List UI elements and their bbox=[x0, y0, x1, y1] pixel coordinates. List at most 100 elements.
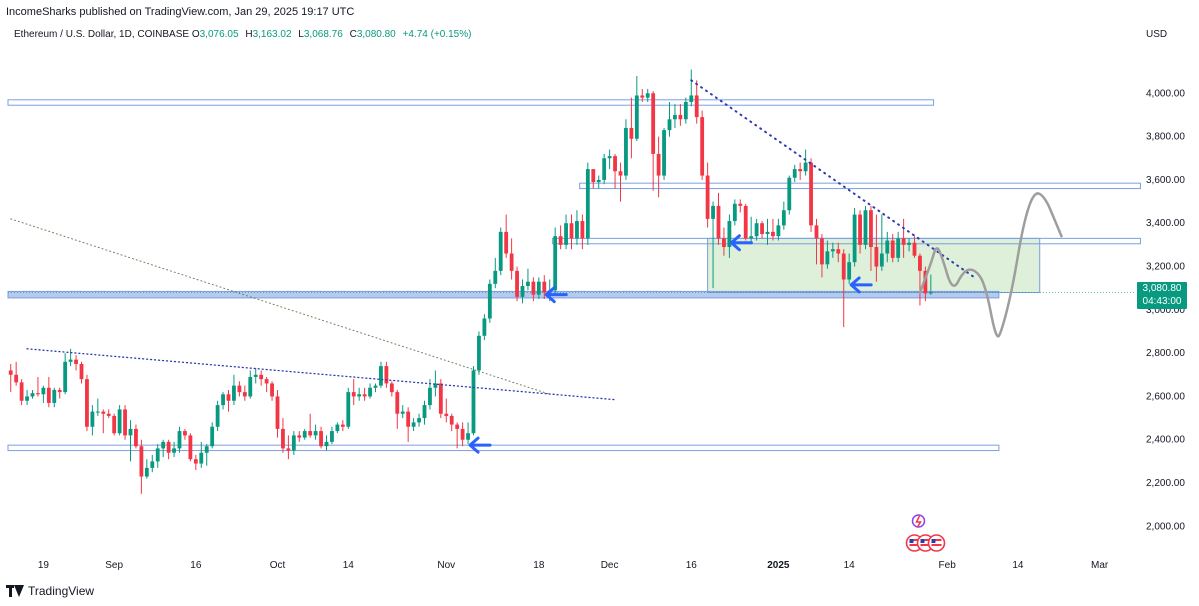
flag-canton bbox=[909, 539, 914, 543]
candle-body bbox=[57, 389, 62, 393]
candle-body bbox=[836, 249, 841, 254]
support-zone-3060[interactable] bbox=[7, 290, 1000, 299]
candle-body bbox=[667, 119, 672, 131]
candle-body bbox=[14, 374, 19, 383]
publisher-line: IncomeSharks published on TradingView.co… bbox=[6, 6, 355, 18]
descending-trendline-dotted[interactable] bbox=[26, 348, 616, 401]
candle-body bbox=[874, 247, 879, 267]
bar-countdown: 04:43:00 bbox=[1142, 296, 1182, 307]
candle-body bbox=[569, 223, 574, 239]
candle-body bbox=[847, 262, 852, 280]
support-zone-2370[interactable] bbox=[7, 444, 1000, 452]
candle-body bbox=[74, 359, 78, 364]
flag-stripe bbox=[931, 544, 942, 546]
candle-body bbox=[351, 392, 356, 397]
ohlc-close: 3,080.80 bbox=[356, 29, 396, 40]
ohlc-open-label: O bbox=[191, 29, 200, 40]
candle-body bbox=[117, 409, 122, 434]
candle-body bbox=[515, 270, 519, 297]
tradingview-footer[interactable]: TradingView bbox=[6, 584, 94, 598]
candle-body bbox=[155, 448, 160, 462]
candle-body bbox=[558, 236, 563, 245]
candle-body bbox=[814, 225, 819, 239]
projected-path-sketch[interactable] bbox=[918, 192, 1063, 338]
candle-body bbox=[662, 130, 666, 176]
candle-body bbox=[487, 283, 492, 319]
candle-body bbox=[705, 175, 710, 219]
candle-body bbox=[896, 238, 901, 258]
ohlc-close-label: C bbox=[349, 29, 357, 40]
candle-body bbox=[820, 238, 824, 265]
arrow-left-icon[interactable] bbox=[849, 276, 873, 294]
candle-body bbox=[732, 203, 737, 222]
range-zone-3320[interactable] bbox=[551, 237, 1141, 245]
candle-body bbox=[319, 431, 323, 447]
y-tick-label: 2,200.00 bbox=[1146, 478, 1185, 489]
candle-body bbox=[264, 379, 269, 384]
candle-body bbox=[771, 231, 775, 237]
candle-body bbox=[324, 441, 329, 447]
candle-body bbox=[890, 240, 895, 258]
candle-body bbox=[727, 221, 732, 248]
arrow-left-icon[interactable] bbox=[729, 234, 753, 252]
candle-body bbox=[433, 383, 438, 388]
candle-body bbox=[144, 467, 149, 477]
candle-body bbox=[95, 411, 100, 413]
y-tick-label: 3,400.00 bbox=[1146, 218, 1185, 229]
candle-body bbox=[580, 221, 585, 239]
candle-body bbox=[270, 383, 274, 397]
arrow-left-icon[interactable] bbox=[468, 436, 492, 454]
candle-body bbox=[700, 117, 705, 176]
candle-body bbox=[52, 389, 57, 403]
candle-body bbox=[19, 382, 24, 401]
candle-body bbox=[640, 95, 645, 98]
candle-body bbox=[683, 101, 688, 120]
diagonal-trendline-dotted[interactable] bbox=[10, 218, 551, 395]
currency-label[interactable]: USD bbox=[1146, 29, 1168, 40]
candle-body bbox=[673, 114, 677, 120]
symbol-info-bar: Ethereum / U.S. Dollar, 1D, COINBASE O 3,… bbox=[14, 29, 475, 40]
candle-body bbox=[923, 270, 928, 294]
x-tick-label: Mar bbox=[1091, 560, 1109, 571]
candle-body bbox=[602, 158, 607, 180]
arrow-left-shape bbox=[468, 436, 492, 454]
green-range-box[interactable] bbox=[707, 237, 1041, 294]
candle-body bbox=[656, 153, 661, 176]
candle-body bbox=[912, 242, 917, 256]
downtrend-line-dotted[interactable] bbox=[690, 79, 976, 279]
candle-body bbox=[411, 422, 416, 427]
candle-body bbox=[596, 179, 601, 183]
candle-body bbox=[711, 205, 715, 219]
symbol-name[interactable]: Ethereum / U.S. Dollar, 1D, COINBASE bbox=[14, 29, 190, 40]
x-tick-label: Nov bbox=[437, 560, 455, 571]
candle-body bbox=[357, 394, 362, 397]
candle-body bbox=[460, 428, 465, 440]
y-tick-label: 3,200.00 bbox=[1146, 262, 1185, 273]
candle-body bbox=[918, 255, 922, 271]
candle-body bbox=[237, 385, 242, 393]
resistance-zone-4000[interactable] bbox=[7, 99, 935, 106]
event-lightning-icon[interactable] bbox=[911, 514, 926, 528]
candle-body bbox=[542, 281, 547, 293]
resistance-zone-3560[interactable] bbox=[579, 182, 1141, 190]
candle-body bbox=[803, 162, 808, 172]
candle-body bbox=[8, 370, 13, 375]
candle-body bbox=[193, 459, 198, 464]
candle-body bbox=[150, 461, 155, 468]
candle-body bbox=[368, 387, 372, 397]
candle-body bbox=[482, 318, 487, 336]
candle-body bbox=[232, 385, 236, 401]
ohlc-change: +4.74 (+0.15%) bbox=[402, 29, 472, 40]
arrow-left-icon[interactable] bbox=[544, 286, 568, 304]
candle-body bbox=[139, 446, 144, 477]
candle-body bbox=[428, 387, 432, 406]
flag-stripe bbox=[931, 539, 942, 541]
us-flag-event-icon[interactable] bbox=[927, 534, 946, 552]
candle-body bbox=[498, 231, 503, 271]
x-tick-label: 19 bbox=[38, 560, 50, 571]
candle-body bbox=[395, 392, 400, 414]
candle-body bbox=[858, 214, 862, 245]
candle-body bbox=[226, 394, 231, 401]
event-lightning-bolt bbox=[915, 515, 922, 528]
